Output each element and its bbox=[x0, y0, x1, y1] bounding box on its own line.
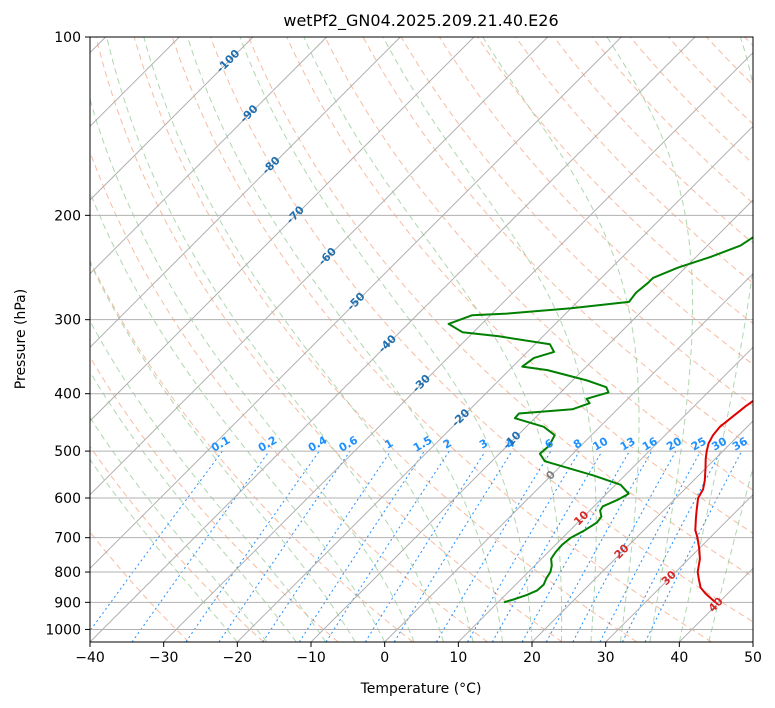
isotherm-line bbox=[605, 493, 753, 642]
moist-adiabat bbox=[303, 37, 563, 642]
y-axis-label: Pressure (hPa) bbox=[13, 289, 29, 389]
y-tick-label: 300 bbox=[54, 313, 81, 329]
dry-adiabat bbox=[553, 37, 753, 244]
isotherm-line bbox=[90, 37, 696, 642]
x-tick-label: 50 bbox=[744, 650, 762, 666]
mixing-ratio-line bbox=[644, 450, 743, 642]
isotherm-line bbox=[90, 37, 549, 496]
skewed-isotherms bbox=[90, 37, 753, 642]
isotherm-line bbox=[90, 37, 254, 201]
chart-title: wetPf2_GN04.2025.209.21.40.E26 bbox=[283, 11, 558, 31]
mixing-ratio-line bbox=[572, 450, 677, 642]
moist-adiabat bbox=[90, 261, 356, 642]
isotherm-line bbox=[90, 37, 475, 422]
profile-series-line bbox=[694, 399, 753, 604]
mixing-ratio-line bbox=[218, 450, 351, 642]
dry-adiabat bbox=[90, 259, 414, 642]
isotherm-line bbox=[457, 346, 753, 642]
moist-adiabat bbox=[90, 320, 327, 642]
moist-adiabat bbox=[90, 458, 238, 642]
dry-adiabat bbox=[133, 37, 638, 642]
profile-lines bbox=[447, 236, 753, 604]
mixing-ratio-line bbox=[435, 450, 552, 642]
isotherm-line bbox=[531, 420, 753, 642]
y-tick-label: 400 bbox=[54, 387, 81, 403]
x-tick-label: −40 bbox=[75, 650, 105, 666]
moist-adiabat bbox=[106, 37, 445, 642]
y-tick-label: 900 bbox=[54, 595, 81, 611]
mixing-ratio-line bbox=[521, 450, 630, 642]
isotherm-line bbox=[90, 37, 328, 275]
dry-adiabat bbox=[90, 445, 264, 642]
dry-adiabat bbox=[286, 37, 753, 534]
dry-adiabat bbox=[515, 37, 753, 284]
moist-adiabat bbox=[239, 37, 533, 642]
mixing-ratio-line bbox=[90, 450, 223, 632]
mixing-ratio-line bbox=[364, 450, 486, 642]
mixing-ratio-line bbox=[621, 450, 722, 642]
isotherm-line bbox=[678, 567, 753, 642]
moist-adiabat bbox=[678, 37, 753, 642]
y-tick-label: 100 bbox=[54, 30, 81, 46]
isotherm-line bbox=[752, 641, 753, 642]
moist-adiabat bbox=[482, 37, 640, 642]
dry-adiabat bbox=[668, 37, 753, 125]
isotherm-line bbox=[163, 51, 753, 642]
moist-adiabat bbox=[382, 37, 597, 642]
moist-adiabat bbox=[187, 37, 503, 642]
isotherm-line bbox=[236, 125, 753, 642]
dry-adiabat bbox=[706, 37, 753, 86]
isotherm-line bbox=[90, 37, 401, 349]
dry-adiabat bbox=[90, 356, 339, 642]
mixing-ratio-line bbox=[491, 450, 603, 642]
x-tick-label: 0 bbox=[380, 650, 389, 666]
x-tick-label: 20 bbox=[523, 650, 541, 666]
mixing-ratio-line bbox=[599, 450, 701, 642]
dry-adiabat bbox=[90, 150, 488, 642]
moist-adiabat bbox=[90, 370, 297, 642]
x-axis-label: Temperature (°C) bbox=[360, 681, 482, 697]
mixing-ratio-line bbox=[467, 450, 580, 642]
plot-frame bbox=[89, 36, 754, 643]
x-tick-label: −10 bbox=[296, 650, 326, 666]
x-tick-label: 40 bbox=[670, 650, 688, 666]
x-tick-label: 30 bbox=[597, 650, 615, 666]
mixing-ratio-line bbox=[262, 450, 392, 642]
mixing-ratio-line bbox=[325, 450, 450, 642]
x-tick-label: −20 bbox=[223, 650, 253, 666]
x-tick-label: −30 bbox=[149, 650, 179, 666]
mixing-ratio-line bbox=[298, 450, 425, 642]
mixing-ratio-line bbox=[393, 450, 513, 642]
moist-adiabat bbox=[708, 465, 753, 642]
axes: −40 −30 −20 −10 0 10 20 30 40 50 100 200 300 400 500 60… bbox=[45, 30, 762, 666]
y-tick-label: 700 bbox=[54, 531, 81, 547]
x-tick-label: 10 bbox=[449, 650, 467, 666]
mixing-ratio-label: 2 bbox=[441, 437, 454, 452]
dry-adiabat bbox=[324, 37, 753, 491]
dry-adiabat bbox=[744, 37, 753, 47]
moist-adiabat bbox=[606, 37, 694, 642]
moist-adiabat bbox=[90, 190, 386, 642]
y-tick-label: 500 bbox=[54, 444, 81, 460]
dry-adiabat bbox=[210, 37, 753, 623]
moist-adiabat bbox=[90, 416, 268, 642]
y-tick-label: 600 bbox=[54, 491, 81, 507]
moist-adiabat bbox=[143, 37, 474, 642]
isotherm-line bbox=[310, 199, 753, 642]
mixing-ratio-line bbox=[545, 450, 653, 642]
dry-adiabat bbox=[171, 37, 712, 642]
y-tick-label: 800 bbox=[54, 565, 81, 581]
y-tick-label: 200 bbox=[54, 208, 81, 224]
mixing-ratio-line bbox=[185, 450, 320, 642]
profile-series-line bbox=[447, 236, 753, 604]
y-tick-label: 1000 bbox=[45, 622, 81, 638]
isotherm-line bbox=[384, 272, 753, 642]
isotherm-line bbox=[90, 37, 622, 570]
dry-adiabat bbox=[95, 37, 563, 642]
